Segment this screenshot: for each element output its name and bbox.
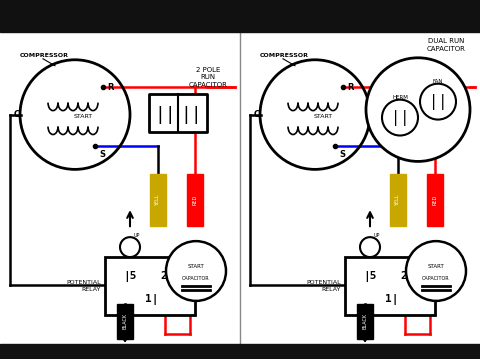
Bar <box>0 0 480 32</box>
Text: BLACK: BLACK <box>122 313 128 329</box>
Text: ||: || <box>154 105 176 123</box>
Text: C: C <box>14 110 20 119</box>
Circle shape <box>420 84 456 120</box>
Text: 1|: 1| <box>385 294 398 305</box>
Bar <box>357 304 373 339</box>
Text: CONTACTOR: CONTACTOR <box>86 347 154 357</box>
Text: FAN: FAN <box>433 79 443 84</box>
Bar <box>390 174 406 226</box>
Text: T Run: T Run <box>179 349 201 358</box>
Bar <box>427 174 443 226</box>
Text: UP: UP <box>374 233 380 238</box>
Text: 1|: 1| <box>145 294 158 305</box>
Text: YELL: YELL <box>156 194 160 206</box>
Text: R: R <box>107 83 113 92</box>
Text: 2|: 2| <box>160 271 173 282</box>
Text: T Common: T Common <box>105 349 145 358</box>
Text: DUAL RUN
CAPACITOR: DUAL RUN CAPACITOR <box>427 38 466 52</box>
Text: S: S <box>99 150 105 159</box>
Text: POTENTIAL
RELAY: POTENTIAL RELAY <box>66 280 101 292</box>
Circle shape <box>166 241 226 301</box>
Text: 2 POLE
RUN
CAPACITOR: 2 POLE RUN CAPACITOR <box>189 67 228 88</box>
Text: 2|: 2| <box>400 271 413 282</box>
Text: R: R <box>347 83 353 92</box>
Circle shape <box>406 241 466 301</box>
Bar <box>0 344 480 359</box>
Text: HERM: HERM <box>392 95 408 100</box>
Bar <box>117 304 133 339</box>
Bar <box>150 174 166 226</box>
Text: START: START <box>188 264 204 269</box>
Bar <box>345 257 435 315</box>
Text: C: C <box>254 110 260 119</box>
Text: DUAL RUN CAPACITOR: DUAL RUN CAPACITOR <box>282 15 438 28</box>
Text: UP: UP <box>134 233 140 238</box>
Circle shape <box>382 100 418 135</box>
Text: RED: RED <box>432 195 437 206</box>
Text: ||: || <box>180 105 202 123</box>
Text: START: START <box>73 114 93 119</box>
Text: 2 POLE RUN CAPACITOR: 2 POLE RUN CAPACITOR <box>36 15 204 28</box>
Text: |5: |5 <box>123 271 136 282</box>
Text: ||: || <box>391 109 409 126</box>
Text: CAPACITOR: CAPACITOR <box>182 276 210 282</box>
Text: T Run: T Run <box>419 349 441 358</box>
Text: CAPACITOR: CAPACITOR <box>422 276 450 282</box>
Text: |5: |5 <box>363 271 376 282</box>
Circle shape <box>366 58 470 161</box>
Text: COMPRESSOR: COMPRESSOR <box>20 53 69 58</box>
Text: START: START <box>428 264 444 269</box>
Text: YELL: YELL <box>396 194 400 206</box>
Text: S: S <box>339 150 345 159</box>
Text: CONTACTOR: CONTACTOR <box>326 347 394 357</box>
Text: BLACK: BLACK <box>362 313 368 329</box>
Text: COMPRESSOR: COMPRESSOR <box>260 53 309 58</box>
Bar <box>105 257 195 315</box>
Text: START: START <box>313 114 333 119</box>
Text: ||: || <box>429 94 447 110</box>
Text: T Common: T Common <box>345 349 385 358</box>
Bar <box>187 174 203 226</box>
Text: POTENTIAL
RELAY: POTENTIAL RELAY <box>306 280 341 292</box>
Bar <box>149 94 207 131</box>
Text: RED: RED <box>192 195 197 206</box>
